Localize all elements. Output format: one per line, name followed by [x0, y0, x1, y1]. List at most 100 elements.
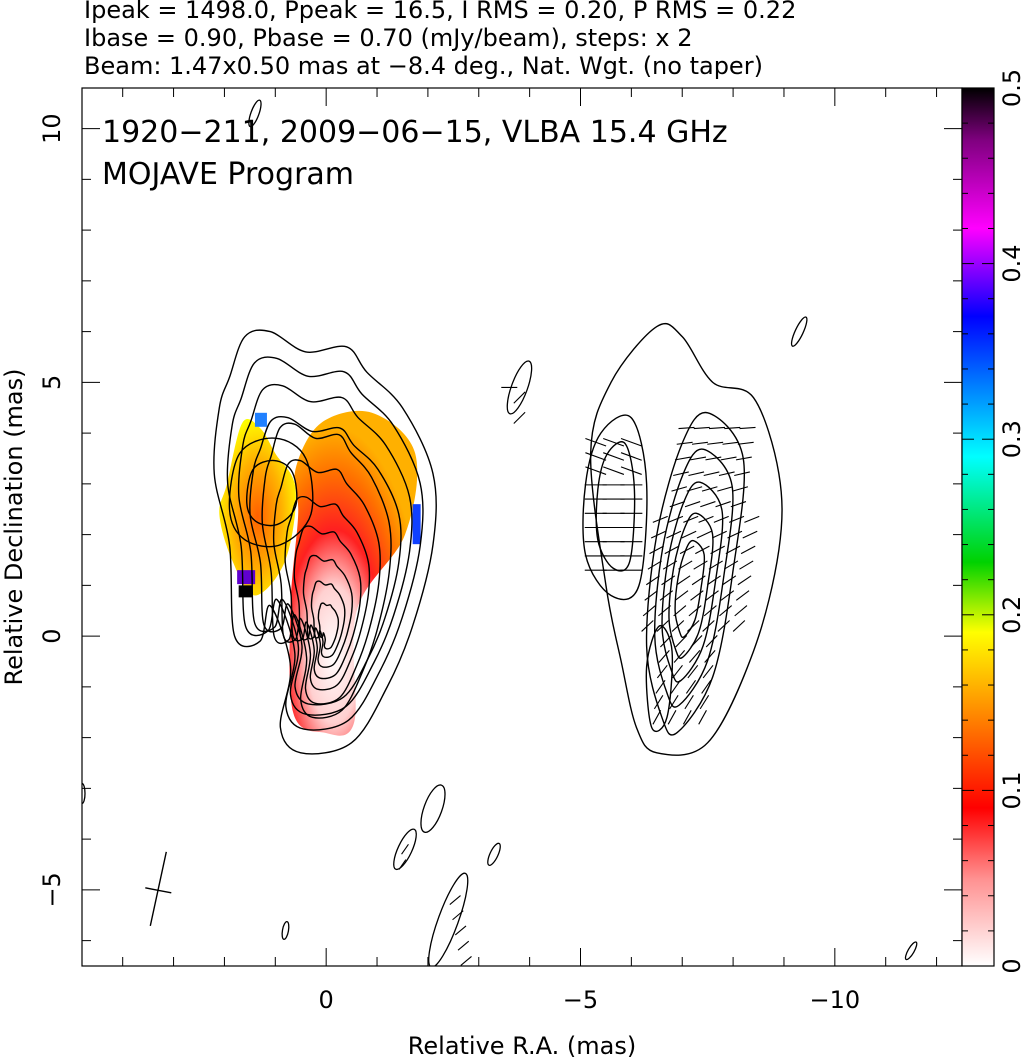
chart-subtitle: MOJAVE Program	[102, 157, 354, 192]
evpa-tick	[720, 590, 735, 601]
evpa-tick	[720, 456, 737, 461]
evpa-tick	[647, 560, 662, 570]
evpa-tick	[698, 710, 707, 725]
contour-lobe-outer	[228, 437, 314, 548]
contour-p-outer	[589, 322, 783, 756]
evpa-tick	[723, 560, 739, 570]
polfrac-cyan-patch	[254, 412, 267, 427]
evpa-tick	[656, 664, 668, 679]
stokes-i-contours	[213, 329, 437, 755]
evpa-tick	[717, 620, 730, 632]
contour-i-level-2	[237, 383, 413, 716]
chart-title: 1920−211, 2009−06−15, VLBA 15.4 GHz	[102, 115, 728, 150]
y-axis-ticks: −5 0 5 10	[38, 113, 962, 942]
evpa-tick	[727, 530, 743, 539]
evpa-tick	[735, 456, 752, 461]
evpa-tick	[684, 695, 694, 710]
evpa-tick	[585, 452, 607, 461]
evpa-tick	[649, 545, 664, 555]
contour-p-jet-4	[674, 539, 706, 639]
evpa-tick	[735, 590, 750, 601]
evpa-tick	[732, 620, 746, 632]
evpa-tick	[666, 530, 682, 539]
evpa-tick	[737, 441, 754, 445]
evpa-tick	[655, 679, 666, 694]
evpa-tick	[704, 650, 716, 663]
evpa-tick	[695, 545, 710, 555]
evpa-tick	[734, 471, 750, 477]
evpa-tick	[690, 590, 704, 601]
contour-p-left-inner	[595, 441, 636, 572]
evpa-tick	[673, 650, 686, 663]
evpa-tick	[620, 466, 642, 475]
polfrac-blue-patch	[237, 570, 256, 585]
evpa-tick	[701, 679, 712, 694]
evpa-tick	[513, 391, 526, 404]
colorbar-tick-label: 0.3	[998, 420, 1022, 458]
evpa-tick	[739, 560, 754, 570]
evpa-tick	[690, 456, 707, 461]
evpa-tick	[719, 605, 733, 617]
evpa-tick	[713, 515, 729, 523]
evpa-tick	[739, 426, 756, 430]
polarized-intensity-contours	[582, 322, 783, 756]
noise-blob	[487, 842, 501, 867]
noise-contours	[82, 99, 918, 966]
noise-blob	[904, 941, 918, 961]
evpa-tick	[742, 530, 758, 539]
evpa-tick	[674, 456, 691, 461]
evpa-tick	[603, 452, 625, 461]
evpa-tick	[676, 575, 691, 586]
evpa-tick	[681, 530, 697, 539]
evpa-tick	[449, 895, 461, 905]
evpa-tick	[685, 679, 697, 694]
beam-major-axis	[149, 851, 167, 927]
evpa-tick	[691, 575, 706, 586]
evpa-tick	[642, 605, 656, 617]
evpa-tick	[662, 560, 678, 570]
evpa-tick	[702, 664, 714, 679]
evpa-tick	[744, 515, 760, 523]
evpa-tick	[669, 501, 686, 508]
evpa-tick	[686, 620, 700, 632]
polfrac-black-patch	[238, 585, 253, 598]
evpa-tick	[711, 530, 727, 539]
evpa-tick	[656, 620, 669, 632]
evpa-tick	[703, 471, 720, 477]
polfrac-blue-edge	[412, 504, 421, 545]
evpa-tick	[693, 560, 708, 570]
evpa-tick	[652, 515, 668, 523]
contour-i-level-10	[317, 602, 340, 650]
evpa-tick	[693, 426, 710, 430]
colorbar	[962, 88, 994, 966]
evpa-tick	[652, 710, 662, 725]
evpa-tick	[676, 441, 693, 445]
evpa-tick	[715, 501, 731, 508]
evpa-tick	[686, 486, 703, 492]
beam-minor-axis	[145, 887, 172, 894]
colorbar-ticks: 0 0.1 0.2 0.3 0.4 0.5	[962, 69, 1022, 974]
header-line-1: Ipeak = 1498.0, Ppeak = 16.5, I RMS = 0.…	[84, 0, 797, 24]
evpa-tick	[684, 501, 701, 508]
contour-p-jet-0	[645, 411, 746, 736]
evpa-tick	[737, 575, 752, 586]
evpa-tick	[725, 545, 741, 555]
evpa-tick	[674, 590, 689, 601]
evpa-tick	[710, 545, 725, 555]
evpa-tick	[650, 530, 666, 539]
evpa-tick	[705, 590, 719, 601]
evpa-tick	[705, 635, 718, 648]
beam-marker	[145, 851, 172, 927]
contour-p-core	[645, 624, 674, 733]
evpa-tick	[669, 695, 679, 710]
colorbar-tick-label: 0.1	[998, 771, 1022, 809]
evpa-tick	[678, 560, 693, 570]
noise-blob	[506, 360, 533, 415]
polfrac-left-lobe	[219, 419, 296, 596]
evpa-tick	[696, 530, 712, 539]
y-tick-label: −5	[38, 872, 66, 907]
noise-blob	[82, 782, 86, 805]
noise-blob	[428, 872, 469, 966]
evpa-tick	[670, 679, 681, 694]
evpa-tick	[707, 575, 721, 586]
